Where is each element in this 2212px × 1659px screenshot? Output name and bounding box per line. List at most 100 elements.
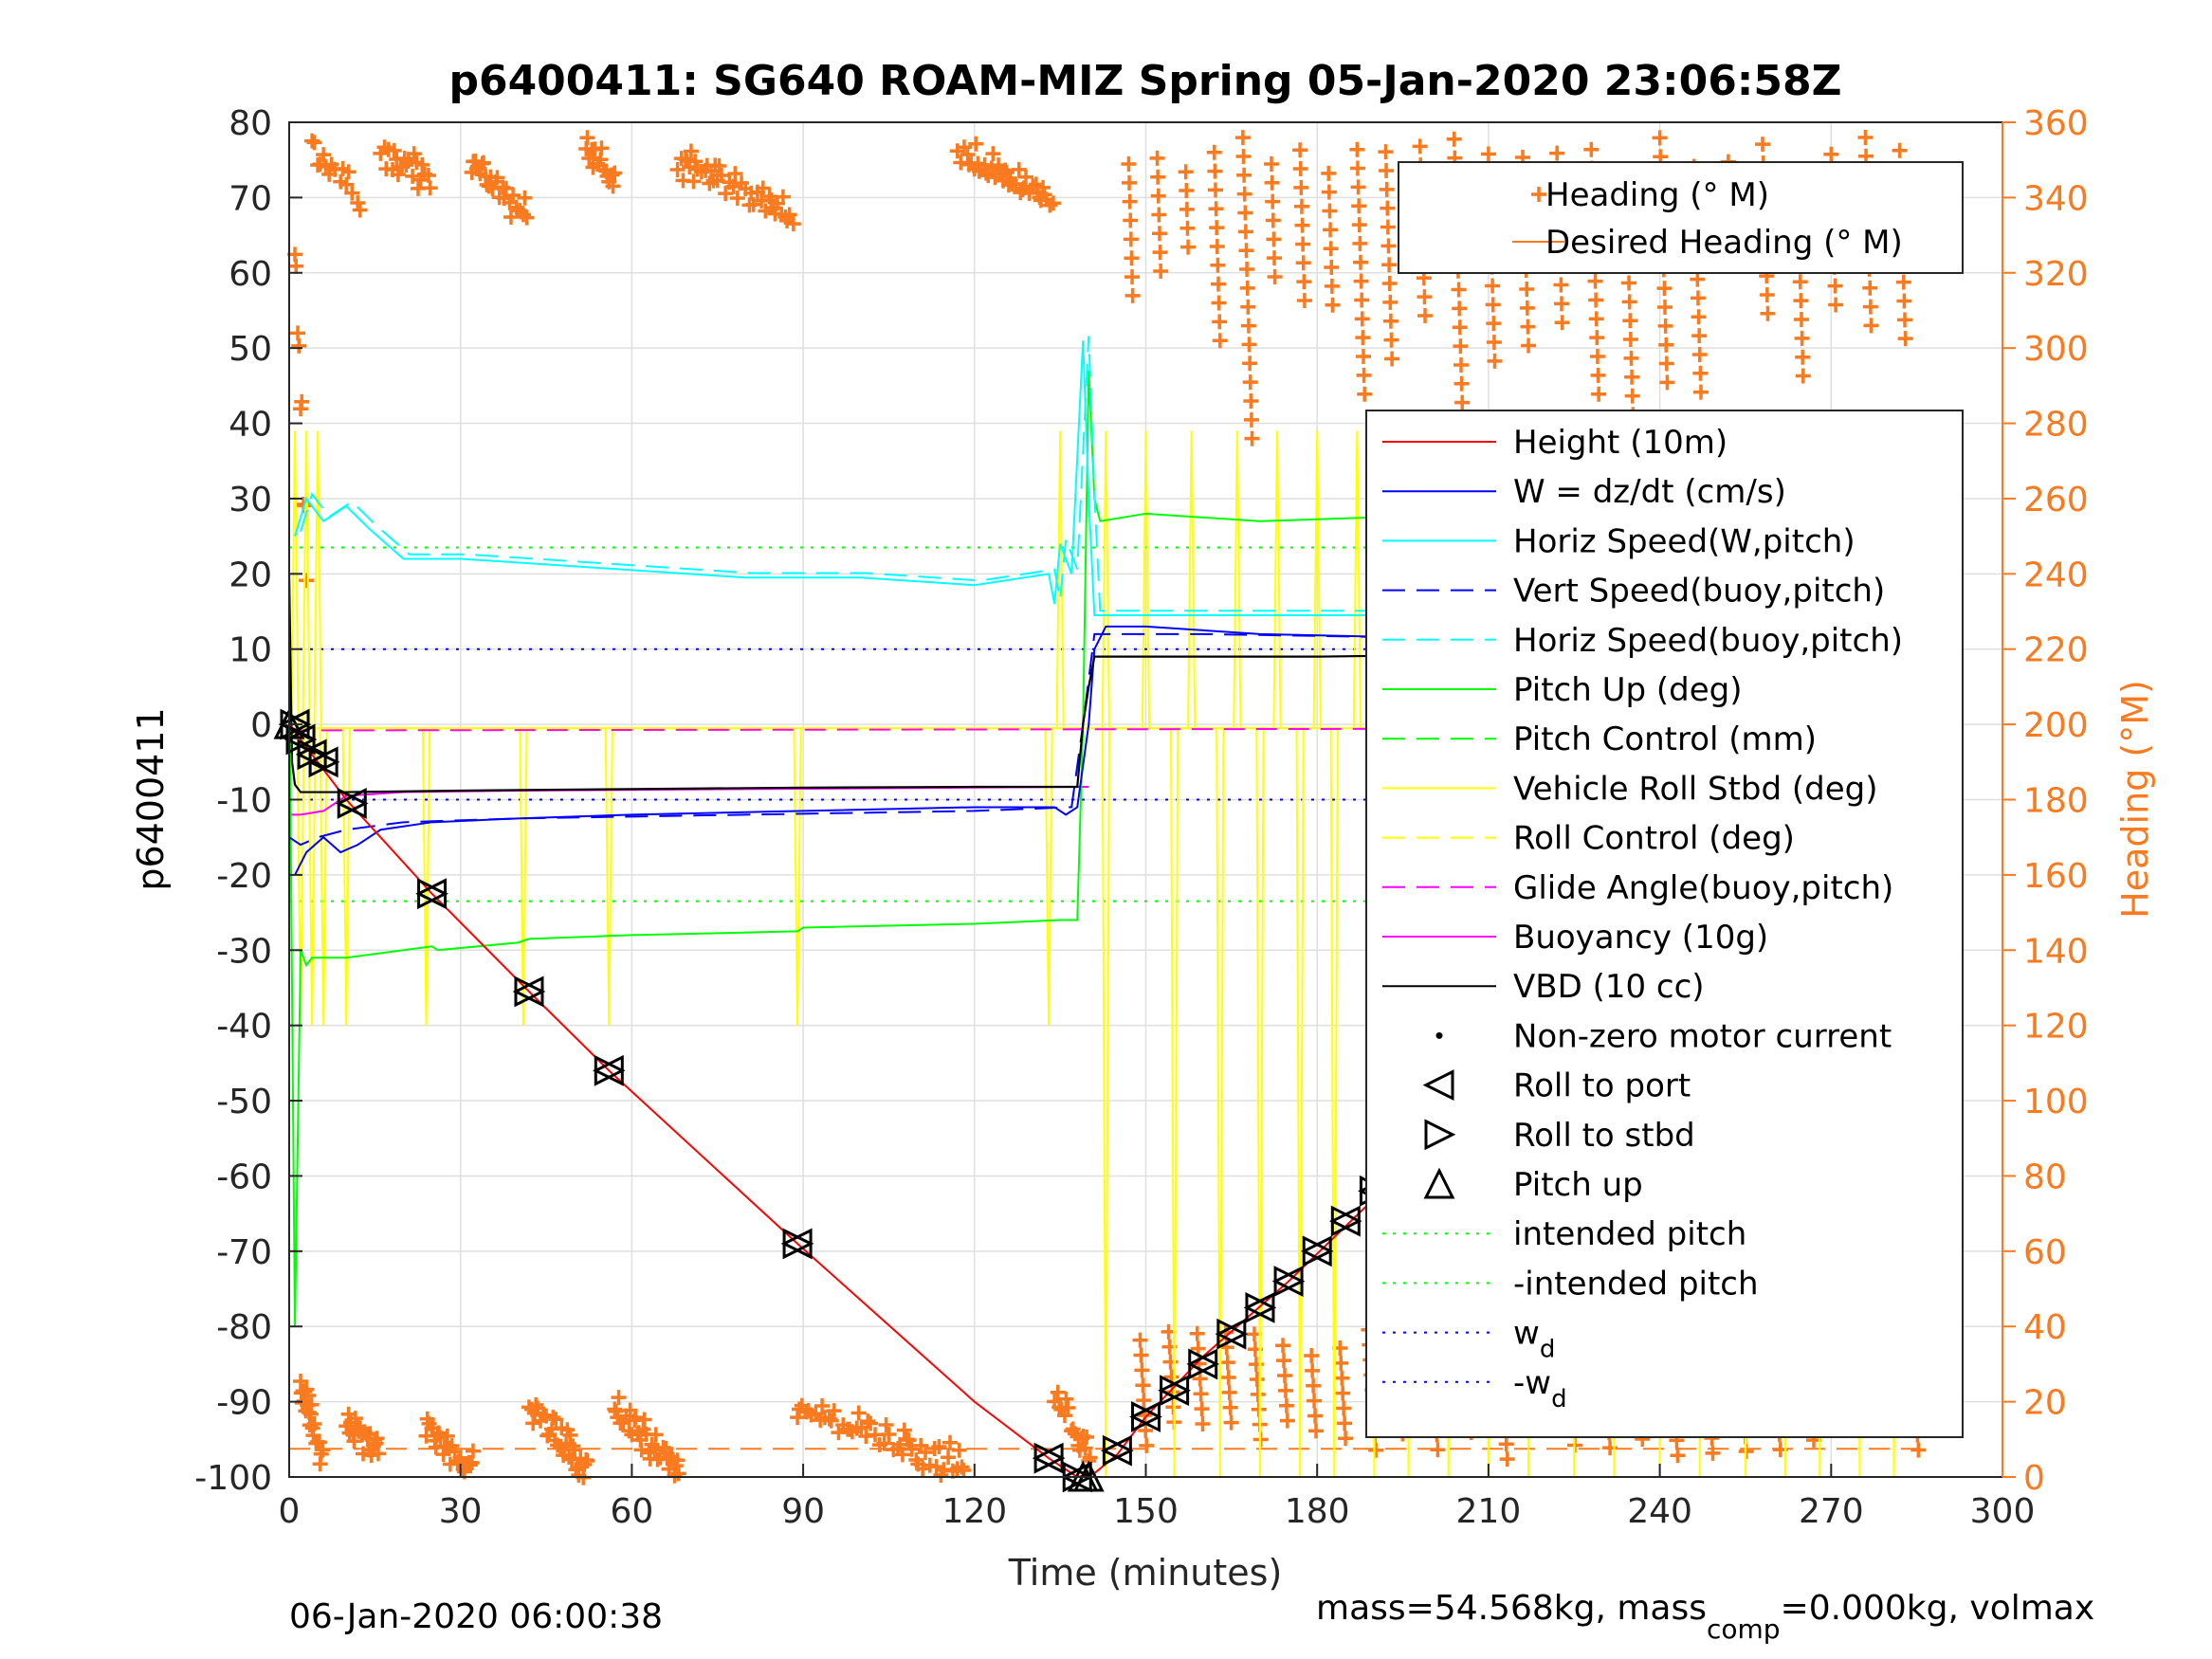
x-tick-label: 120 [941, 1492, 1007, 1531]
heading-point [1018, 169, 1034, 185]
heading-point [1336, 1400, 1352, 1416]
y2-tick-label: 40 [2023, 1308, 2067, 1347]
heading-point [562, 1427, 578, 1443]
heading-point [1212, 333, 1228, 349]
heading-point [669, 161, 686, 177]
y2-tick-label: 360 [2023, 104, 2089, 143]
legend-label-subscript: d [1540, 1336, 1556, 1364]
heading-point [465, 1443, 481, 1459]
roll-spike-down [793, 728, 802, 1026]
heading-point [344, 185, 360, 201]
heading-point [1244, 430, 1260, 447]
heading-point [683, 143, 699, 159]
heading-point [1910, 1442, 1927, 1458]
roll-spike-up [1312, 430, 1322, 729]
roll-spike-up [1055, 430, 1065, 729]
heading-point [1549, 145, 1565, 161]
heading-point [350, 194, 366, 210]
heading-point [300, 1387, 316, 1403]
heading-point [1828, 297, 1844, 313]
heading-point [1659, 374, 1675, 391]
heading-point [1264, 155, 1280, 172]
y-tick-label: 40 [229, 406, 272, 445]
y-tick-label: 80 [229, 104, 272, 143]
heading-point [863, 1415, 879, 1431]
heading-point [956, 1463, 972, 1479]
heading-point [1321, 165, 1337, 181]
heading-point [1056, 1408, 1072, 1424]
heading-point [1624, 388, 1640, 404]
heading-point [1896, 293, 1912, 309]
heading-point [1264, 174, 1280, 191]
heading-point [1453, 356, 1469, 373]
heading-point [1134, 1362, 1150, 1378]
legend-heading-swatch [1531, 187, 1546, 202]
heading-point [1194, 1401, 1210, 1417]
heading-point [1240, 318, 1256, 334]
heading-point [1521, 337, 1537, 354]
heading-point [1138, 1422, 1154, 1438]
heading-point [1622, 332, 1638, 348]
heading-point [1275, 1338, 1291, 1354]
heading-point [1234, 130, 1251, 146]
heading-point [670, 1466, 686, 1482]
heading-point [878, 1416, 894, 1432]
heading-point [1223, 1414, 1239, 1431]
heading-point [405, 168, 421, 184]
heading-point [1656, 281, 1673, 297]
heading-point [823, 1413, 839, 1429]
heading-point [1123, 212, 1139, 228]
roll-spike-down [1044, 728, 1053, 1026]
y2-tick-label: 0 [2023, 1459, 2045, 1498]
heading-point [1381, 276, 1398, 292]
heading-point [1452, 301, 1468, 317]
footer-mass-sub: comp [1707, 1613, 1781, 1645]
heading-point [1417, 307, 1434, 323]
heading-point [605, 178, 621, 194]
legend-heading: Heading (° M) Desired Heading (° M) [1398, 161, 1964, 274]
heading-point [1417, 289, 1433, 305]
heading-point [1323, 222, 1339, 238]
heading-point [1382, 294, 1398, 310]
heading-point [1355, 349, 1371, 365]
heading-point [1862, 299, 1878, 315]
heading-point [687, 154, 704, 170]
footer-mass-tail: =0.000kg, volmax [1781, 1589, 2095, 1628]
roll-stbd-marker [337, 788, 369, 819]
roll-stbd-marker [1102, 1434, 1134, 1467]
heading-point [1294, 217, 1310, 233]
heading-point [821, 1411, 837, 1427]
heading-point [1241, 337, 1257, 353]
heading-point [1242, 356, 1258, 372]
legend-label: intended pitch [1513, 1215, 1746, 1253]
heading-point [462, 1457, 478, 1473]
heading-point [790, 1410, 806, 1426]
heading-point [1210, 257, 1226, 273]
heading-point [1306, 1377, 1322, 1394]
heading-point [1207, 163, 1223, 179]
roll-spike-up [1233, 430, 1242, 729]
heading-point [1454, 394, 1471, 410]
heading-point [1293, 179, 1309, 195]
heading-point [311, 1434, 327, 1450]
y-tick-label: -50 [216, 1083, 272, 1121]
heading-point [386, 142, 402, 158]
heading-point [299, 573, 315, 589]
heading-point [729, 191, 745, 206]
heading-point [1692, 365, 1709, 381]
y-tick-label: -20 [216, 857, 272, 896]
roll-spike-up [302, 430, 311, 729]
y2-tick-label: 160 [2023, 857, 2089, 896]
heading-point [1621, 294, 1637, 310]
heading-point [1179, 201, 1195, 217]
heading-point [1304, 1347, 1320, 1363]
heading-point [439, 1428, 455, 1444]
heading-point [1189, 1325, 1205, 1341]
heading-point [1589, 330, 1605, 346]
y-tick-label: 50 [229, 330, 272, 369]
legend-label: Vehicle Roll Stbd (deg) [1513, 770, 1878, 808]
footer-timestamp: 06-Jan-2020 06:00:38 [289, 1597, 663, 1636]
heading-point [369, 1431, 385, 1447]
heading-point [1325, 297, 1341, 313]
x-tick-label: 0 [279, 1492, 301, 1531]
